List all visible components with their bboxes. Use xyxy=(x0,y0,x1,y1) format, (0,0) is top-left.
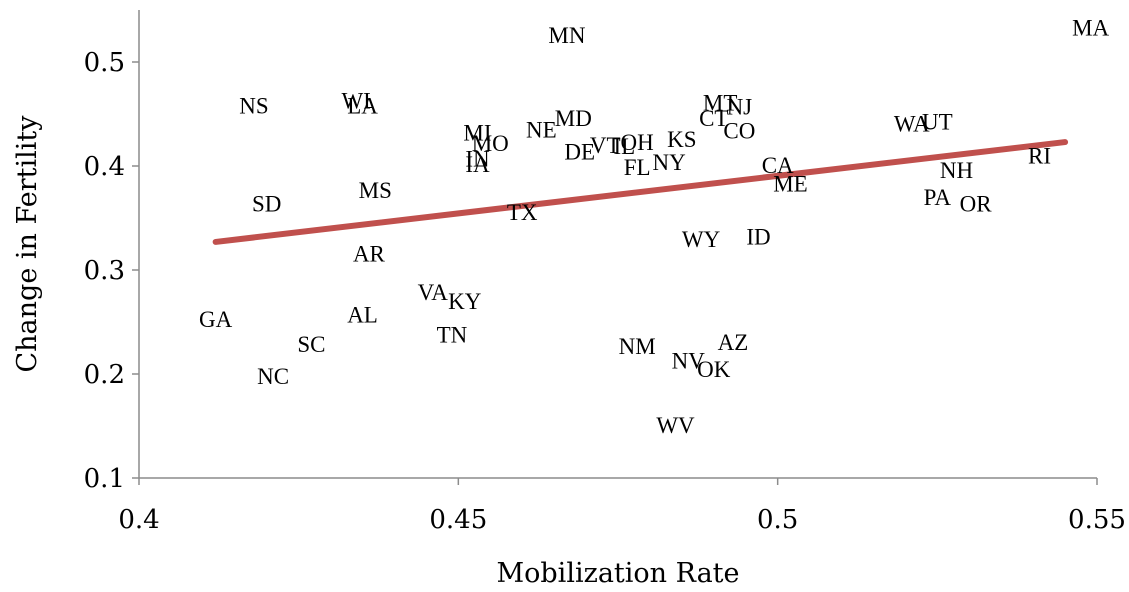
point-label-wy: WY xyxy=(682,227,721,252)
point-label-sd: SD xyxy=(252,191,281,216)
point-label-ok: OK xyxy=(697,357,731,382)
point-label-nc: NC xyxy=(257,364,289,389)
x-tick-label: 0.5 xyxy=(757,505,798,535)
point-label-or: OR xyxy=(960,191,993,216)
point-label-oh: OH xyxy=(621,130,654,155)
point-label-az: AZ xyxy=(718,330,749,355)
point-label-ri: RI xyxy=(1028,144,1051,169)
y-tick-label: 0.5 xyxy=(84,48,125,78)
point-label-co: CO xyxy=(723,119,755,144)
point-label-de: DE xyxy=(564,139,595,164)
point-label-va: VA xyxy=(418,280,449,305)
point-label-nm: NM xyxy=(619,334,656,359)
point-label-nj: NJ xyxy=(727,95,753,120)
y-tick-label: 0.4 xyxy=(84,152,125,182)
x-axis-label: Mobilization Rate xyxy=(497,558,740,589)
point-label-wi: WI xyxy=(341,88,370,113)
point-label-nv: NV xyxy=(672,348,706,373)
y-tick-label: 0.1 xyxy=(84,464,125,494)
point-label-tx: TX xyxy=(507,200,538,225)
point-label-nh: NH xyxy=(940,158,973,183)
point-label-la: LA xyxy=(347,94,378,119)
point-label-ia: IA xyxy=(465,152,490,177)
point-label-id: ID xyxy=(746,225,770,250)
point-label-ct: CT xyxy=(699,106,728,131)
point-label-ms: MS xyxy=(359,178,392,203)
point-label-wa: WA xyxy=(894,111,930,136)
point-label-ny: NY xyxy=(652,150,686,175)
point-label-ns: NS xyxy=(239,94,268,119)
axes: 0.1 0.2 0.3 0.4 0.5 0.4 0.45 0.5 0.55 xyxy=(84,10,1126,535)
y-tick-label: 0.3 xyxy=(84,256,125,286)
point-label-md: MD xyxy=(555,106,592,131)
point-label-vt: VT xyxy=(590,133,621,158)
point-label-tn: TN xyxy=(437,322,468,347)
point-label-ne: NE xyxy=(526,118,557,143)
x-tick-label: 0.4 xyxy=(118,505,159,535)
point-label-al: AL xyxy=(347,303,378,328)
point-label-mo: MO xyxy=(472,131,509,156)
x-tick-label: 0.45 xyxy=(429,505,487,535)
point-label-wv: WV xyxy=(656,413,695,438)
point-label-ar: AR xyxy=(353,241,386,266)
point-label-ut: UT xyxy=(922,109,953,134)
point-label-mt: MT xyxy=(703,91,738,116)
point-label-ma: MA xyxy=(1072,16,1109,41)
trendline-group xyxy=(212,139,1069,245)
y-axis-label: Change in Fertility xyxy=(12,115,43,373)
point-label-me: ME xyxy=(773,172,808,197)
point-label-ks: KS xyxy=(667,127,696,152)
point-label-ga: GA xyxy=(199,307,233,332)
point-label-fl: FL xyxy=(624,155,651,180)
x-tick-label: 0.55 xyxy=(1068,505,1126,535)
point-label-in: IN xyxy=(465,147,490,172)
point-label-mi: MI xyxy=(463,121,491,146)
point-label-sc: SC xyxy=(297,332,325,357)
point-label-ca: CA xyxy=(762,153,794,178)
trendline xyxy=(212,139,1069,245)
y-tick-label: 0.2 xyxy=(84,360,125,390)
point-label-pa: PA xyxy=(924,185,952,210)
point-label-mn: MN xyxy=(548,23,585,48)
point-label-il: IL xyxy=(614,134,636,159)
point-label-ky: KY xyxy=(448,289,482,314)
